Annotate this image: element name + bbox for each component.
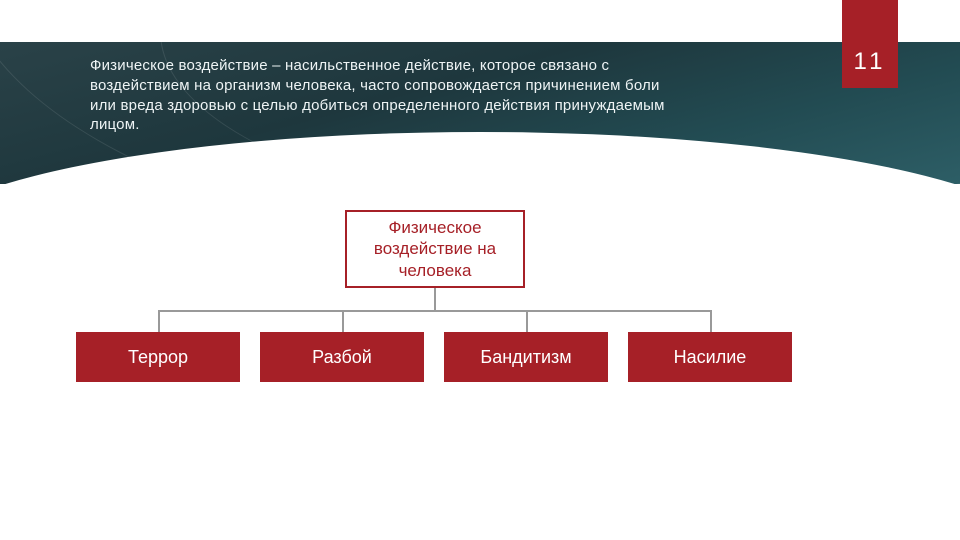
page-number-tab: 11 — [842, 0, 898, 88]
chart-connector — [434, 288, 436, 310]
chart-child-label: Террор — [128, 347, 188, 368]
chart-child-node: Разбой — [260, 332, 424, 382]
page-number: 11 — [854, 48, 887, 76]
chart-child-node: Насилие — [628, 332, 792, 382]
org-chart: Физическое воздействие на человека Терро… — [0, 210, 960, 460]
chart-connector — [710, 310, 712, 332]
chart-connector — [342, 310, 344, 332]
chart-connector — [158, 310, 712, 312]
chart-parent-label: Физическое воздействие на человека — [357, 217, 513, 281]
chart-child-node: Террор — [76, 332, 240, 382]
chart-child-label: Разбой — [312, 347, 372, 368]
chart-connector — [526, 310, 528, 332]
chart-child-label: Насилие — [674, 347, 747, 368]
chart-parent-node: Физическое воздействие на человека — [345, 210, 525, 288]
chart-connector — [158, 310, 160, 332]
chart-child-node: Бандитизм — [444, 332, 608, 382]
header-text: Физическое воздействие – насильственное … — [90, 56, 690, 135]
chart-child-label: Бандитизм — [480, 347, 571, 368]
